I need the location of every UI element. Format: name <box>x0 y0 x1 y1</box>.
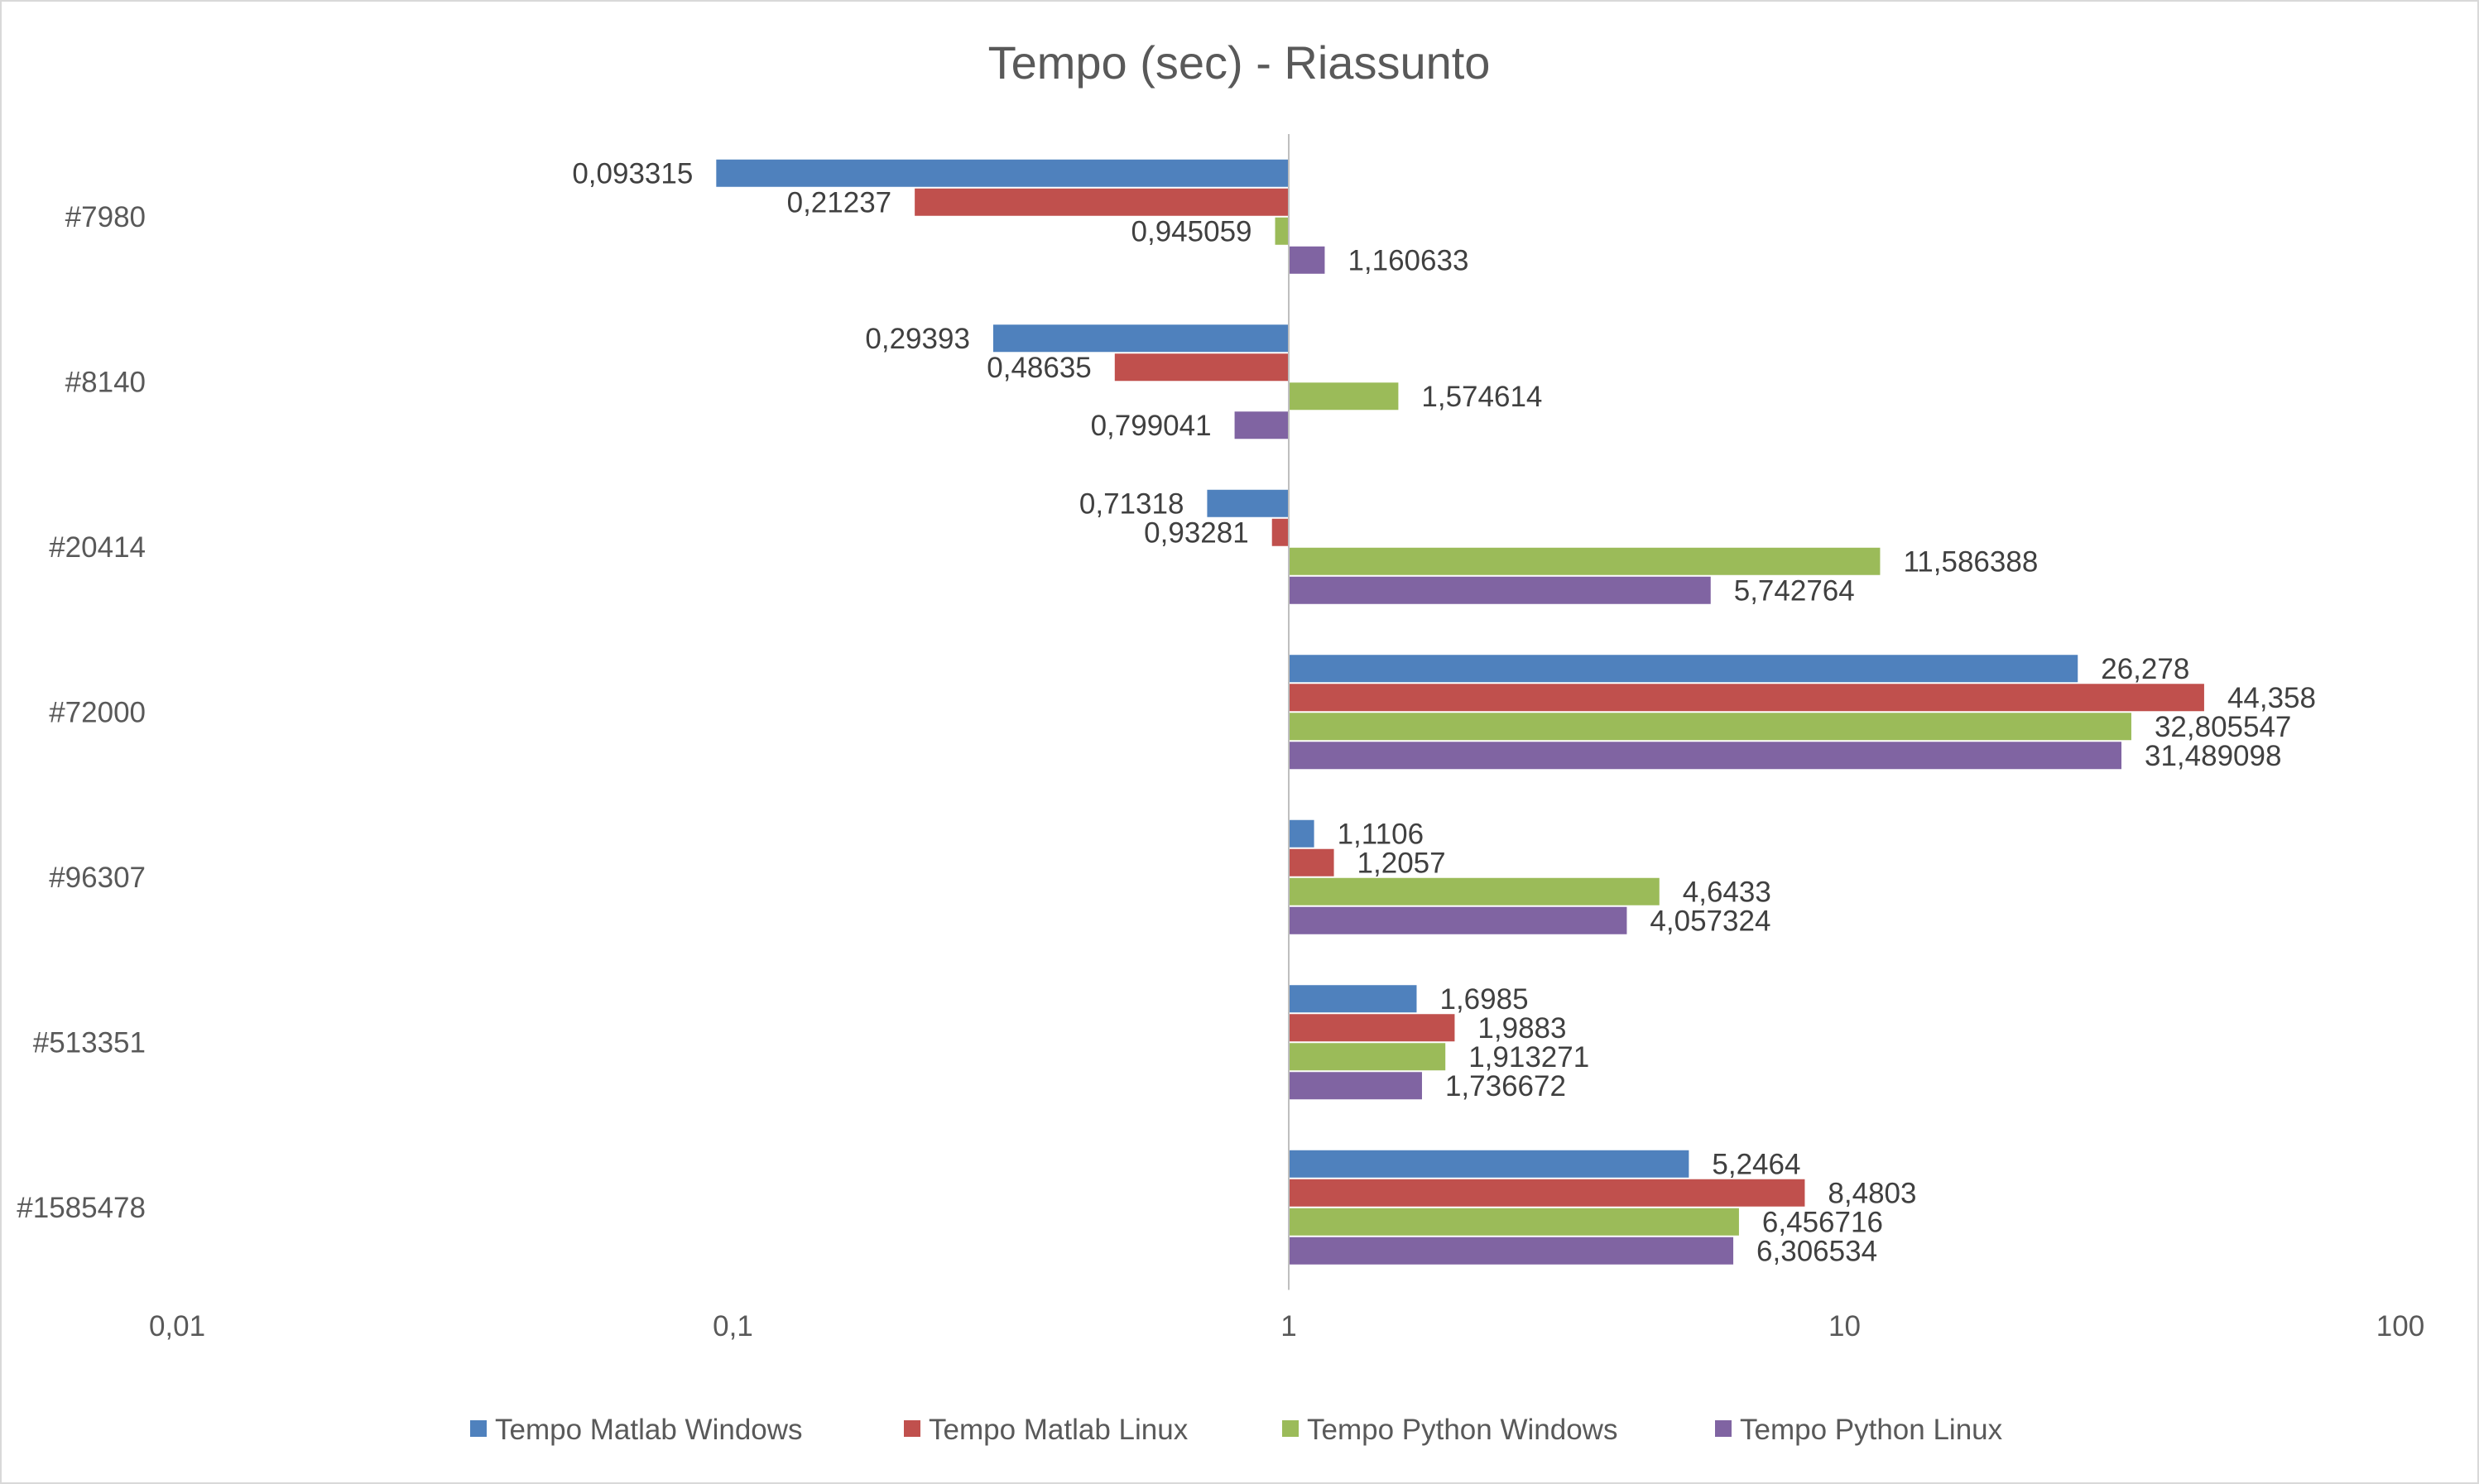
bar <box>1289 547 1881 575</box>
tick-label: 1 <box>1280 1310 1296 1342</box>
legend-label: Tempo Matlab Windows <box>495 1414 803 1446</box>
bar <box>1289 713 2131 741</box>
category-label: #96307 <box>49 862 146 894</box>
data-label: 6,456716 <box>1762 1206 1883 1238</box>
legend-swatch <box>1715 1420 1732 1437</box>
bar <box>1289 1043 1446 1071</box>
legend-label: Tempo Matlab Linux <box>929 1414 1189 1446</box>
data-label: 0,21237 <box>787 186 892 219</box>
bar <box>1289 1072 1422 1100</box>
legend-swatch <box>470 1420 487 1437</box>
tick-label: 0,01 <box>149 1310 205 1342</box>
tick-label: 0,1 <box>713 1310 753 1342</box>
bar <box>1289 1208 1739 1236</box>
category-label: #72000 <box>49 696 146 728</box>
bar <box>1289 877 1660 905</box>
legend-label: Tempo Python Linux <box>1740 1414 2003 1446</box>
data-labels-layer: 0,093315 0,21237 0,945059 1,160633 0,29393 0,… <box>572 157 2316 1267</box>
data-label: 1,1106 <box>1338 818 1424 850</box>
data-label: 0,799041 <box>1091 410 1212 442</box>
data-label: 26,278 <box>2101 653 2189 685</box>
tick-label: 100 <box>2376 1310 2424 1342</box>
data-label: 32,805547 <box>2155 711 2291 743</box>
bar <box>1289 655 2078 683</box>
bar <box>992 324 1289 353</box>
bar <box>1271 518 1289 546</box>
category-label: #8140 <box>65 366 146 398</box>
data-label: 4,057324 <box>1650 905 1770 937</box>
data-label: 5,2464 <box>1712 1148 1800 1180</box>
category-labels-layer: #7980 #8140 #20414 #72000 #96307 #513351 #1585… <box>17 201 146 1224</box>
bar <box>1289 906 1627 934</box>
category-label: #7980 <box>65 201 146 233</box>
data-label: 44,358 <box>2227 682 2316 714</box>
data-label: 31,489098 <box>2145 740 2281 772</box>
data-label: 1,574614 <box>1421 381 1542 413</box>
data-label: 0,29393 <box>865 323 970 355</box>
bar <box>1289 1237 1734 1265</box>
data-label: 1,736672 <box>1445 1070 1566 1102</box>
legend: Tempo Matlab Windows Tempo Matlab Linux Te… <box>470 1414 2003 1446</box>
legend-swatch <box>904 1420 920 1437</box>
bar <box>1234 411 1289 439</box>
bar <box>1289 742 2122 770</box>
bar <box>1289 985 1417 1013</box>
legend-swatch <box>1282 1420 1299 1437</box>
data-label: 11,586388 <box>1903 545 2038 578</box>
value-axis-tick-labels: 0,01 0,1 1 10 100 <box>149 1310 2424 1342</box>
legend-label: Tempo Python Windows <box>1307 1414 1617 1446</box>
category-label: #1585478 <box>17 1192 146 1224</box>
bar <box>1114 353 1289 382</box>
bar <box>1289 1150 1689 1178</box>
data-label: 1,160633 <box>1348 244 1468 276</box>
data-label: 1,913271 <box>1468 1041 1589 1073</box>
bar <box>1275 217 1289 245</box>
data-label: 0,71318 <box>1079 487 1184 520</box>
chart-title: Tempo (sec) - Riassunto <box>988 36 1491 89</box>
bar <box>1289 246 1325 274</box>
category-label: #513351 <box>33 1026 146 1059</box>
bar <box>716 159 1289 187</box>
bars-layer <box>716 159 2204 1265</box>
data-label: 8,4803 <box>1828 1177 1916 1209</box>
bar <box>1289 684 2204 712</box>
bar <box>1289 1014 1455 1042</box>
data-label: 0,945059 <box>1131 215 1252 247</box>
bar <box>1289 819 1314 848</box>
data-label: 4,6433 <box>1683 876 1771 908</box>
data-label: 0,93281 <box>1144 516 1249 549</box>
bar <box>1289 382 1399 411</box>
data-label: 1,9883 <box>1477 1012 1566 1045</box>
bar <box>1289 576 1711 604</box>
data-label: 0,48635 <box>987 352 1092 384</box>
bar <box>1289 1179 1805 1207</box>
data-label: 6,306534 <box>1756 1235 1877 1267</box>
bar <box>1289 848 1334 876</box>
tick-label: 10 <box>1828 1310 1861 1342</box>
data-label: 0,093315 <box>572 157 693 190</box>
bar <box>915 188 1289 216</box>
data-label: 1,6985 <box>1439 983 1528 1016</box>
data-label: 5,742764 <box>1734 574 1855 607</box>
data-label: 1,2057 <box>1357 847 1446 879</box>
bar <box>1207 489 1289 517</box>
category-label: #20414 <box>49 531 146 564</box>
